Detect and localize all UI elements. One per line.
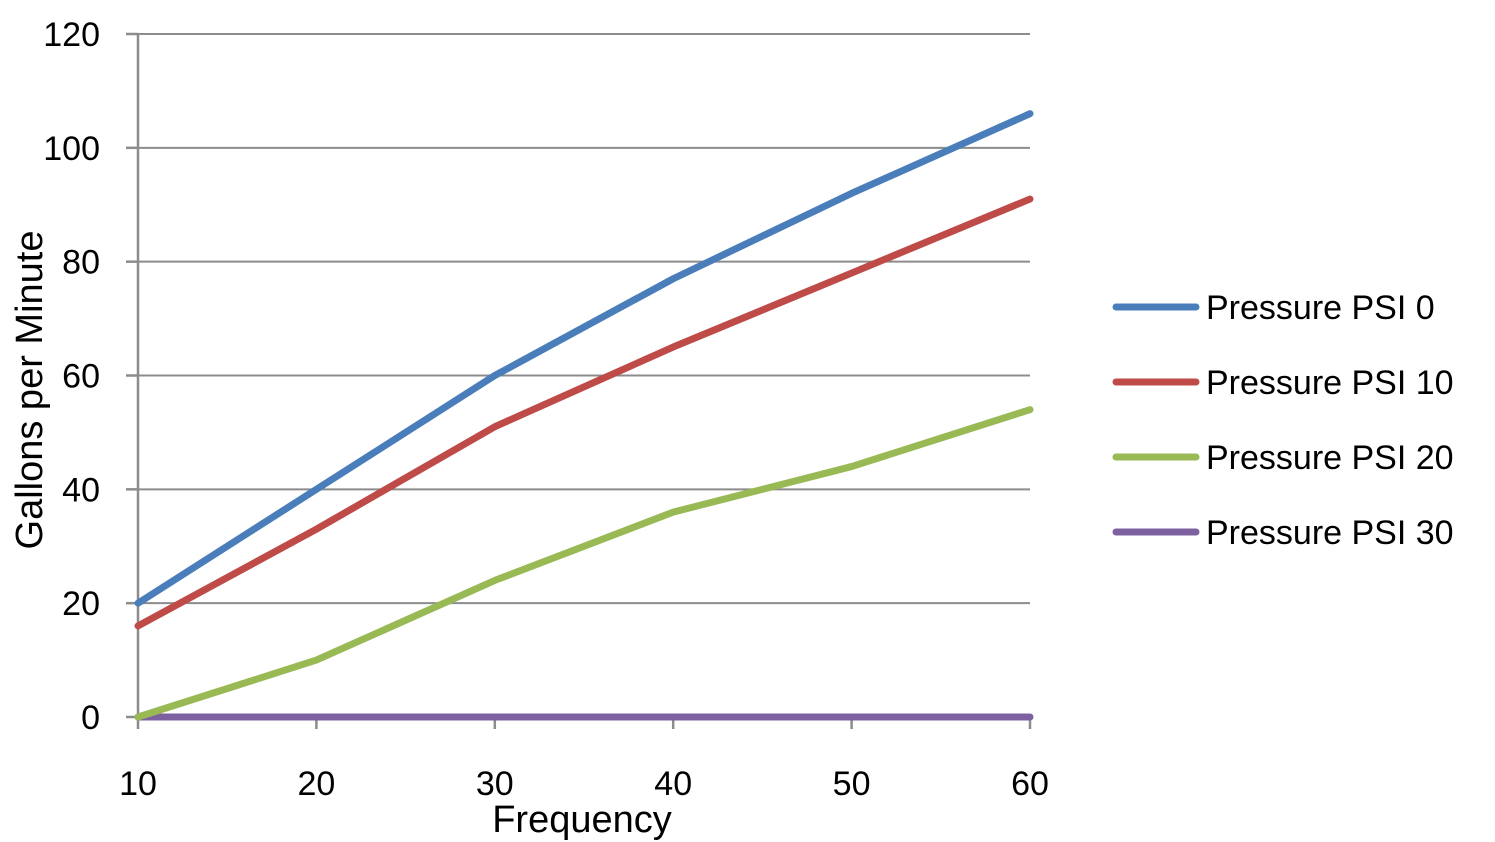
y-axis-title: Gallons per Minute <box>9 231 51 550</box>
y-tick-label: 0 <box>81 699 100 737</box>
y-tick-label: 80 <box>62 244 100 282</box>
x-axis-ticks: 10 20 30 40 50 60 <box>119 717 1049 803</box>
series-lines <box>134 110 1034 721</box>
x-tick-label: 10 <box>119 765 157 803</box>
series-line-2 <box>134 195 1034 630</box>
x-tick-label: 40 <box>654 765 692 803</box>
legend: Pressure PSI 0 Pressure PSI 10 Pressure PS… <box>1112 289 1454 552</box>
y-tick-label: 60 <box>62 358 100 396</box>
x-tick-label: 50 <box>833 765 871 803</box>
series-line-1 <box>134 110 1034 607</box>
legend-label-4: Pressure PSI 30 <box>1206 514 1454 552</box>
x-axis-title: Frequency <box>492 799 672 841</box>
legend-label-3: Pressure PSI 20 <box>1206 439 1454 477</box>
x-tick-label: 20 <box>297 765 335 803</box>
y-tick-label: 120 <box>43 16 100 54</box>
series-line-3 <box>134 406 1034 721</box>
x-tick-label: 60 <box>1011 765 1049 803</box>
gridlines <box>138 33 1030 605</box>
y-tick-label: 100 <box>43 130 100 168</box>
y-tick-label: 20 <box>62 585 100 623</box>
legend-label-2: Pressure PSI 10 <box>1206 364 1454 402</box>
legend-label-1: Pressure PSI 0 <box>1206 289 1435 327</box>
x-tick-label: 30 <box>476 765 514 803</box>
y-tick-label: 40 <box>62 471 100 509</box>
y-axis-ticks: 0 20 40 60 80 100 120 <box>43 16 138 737</box>
